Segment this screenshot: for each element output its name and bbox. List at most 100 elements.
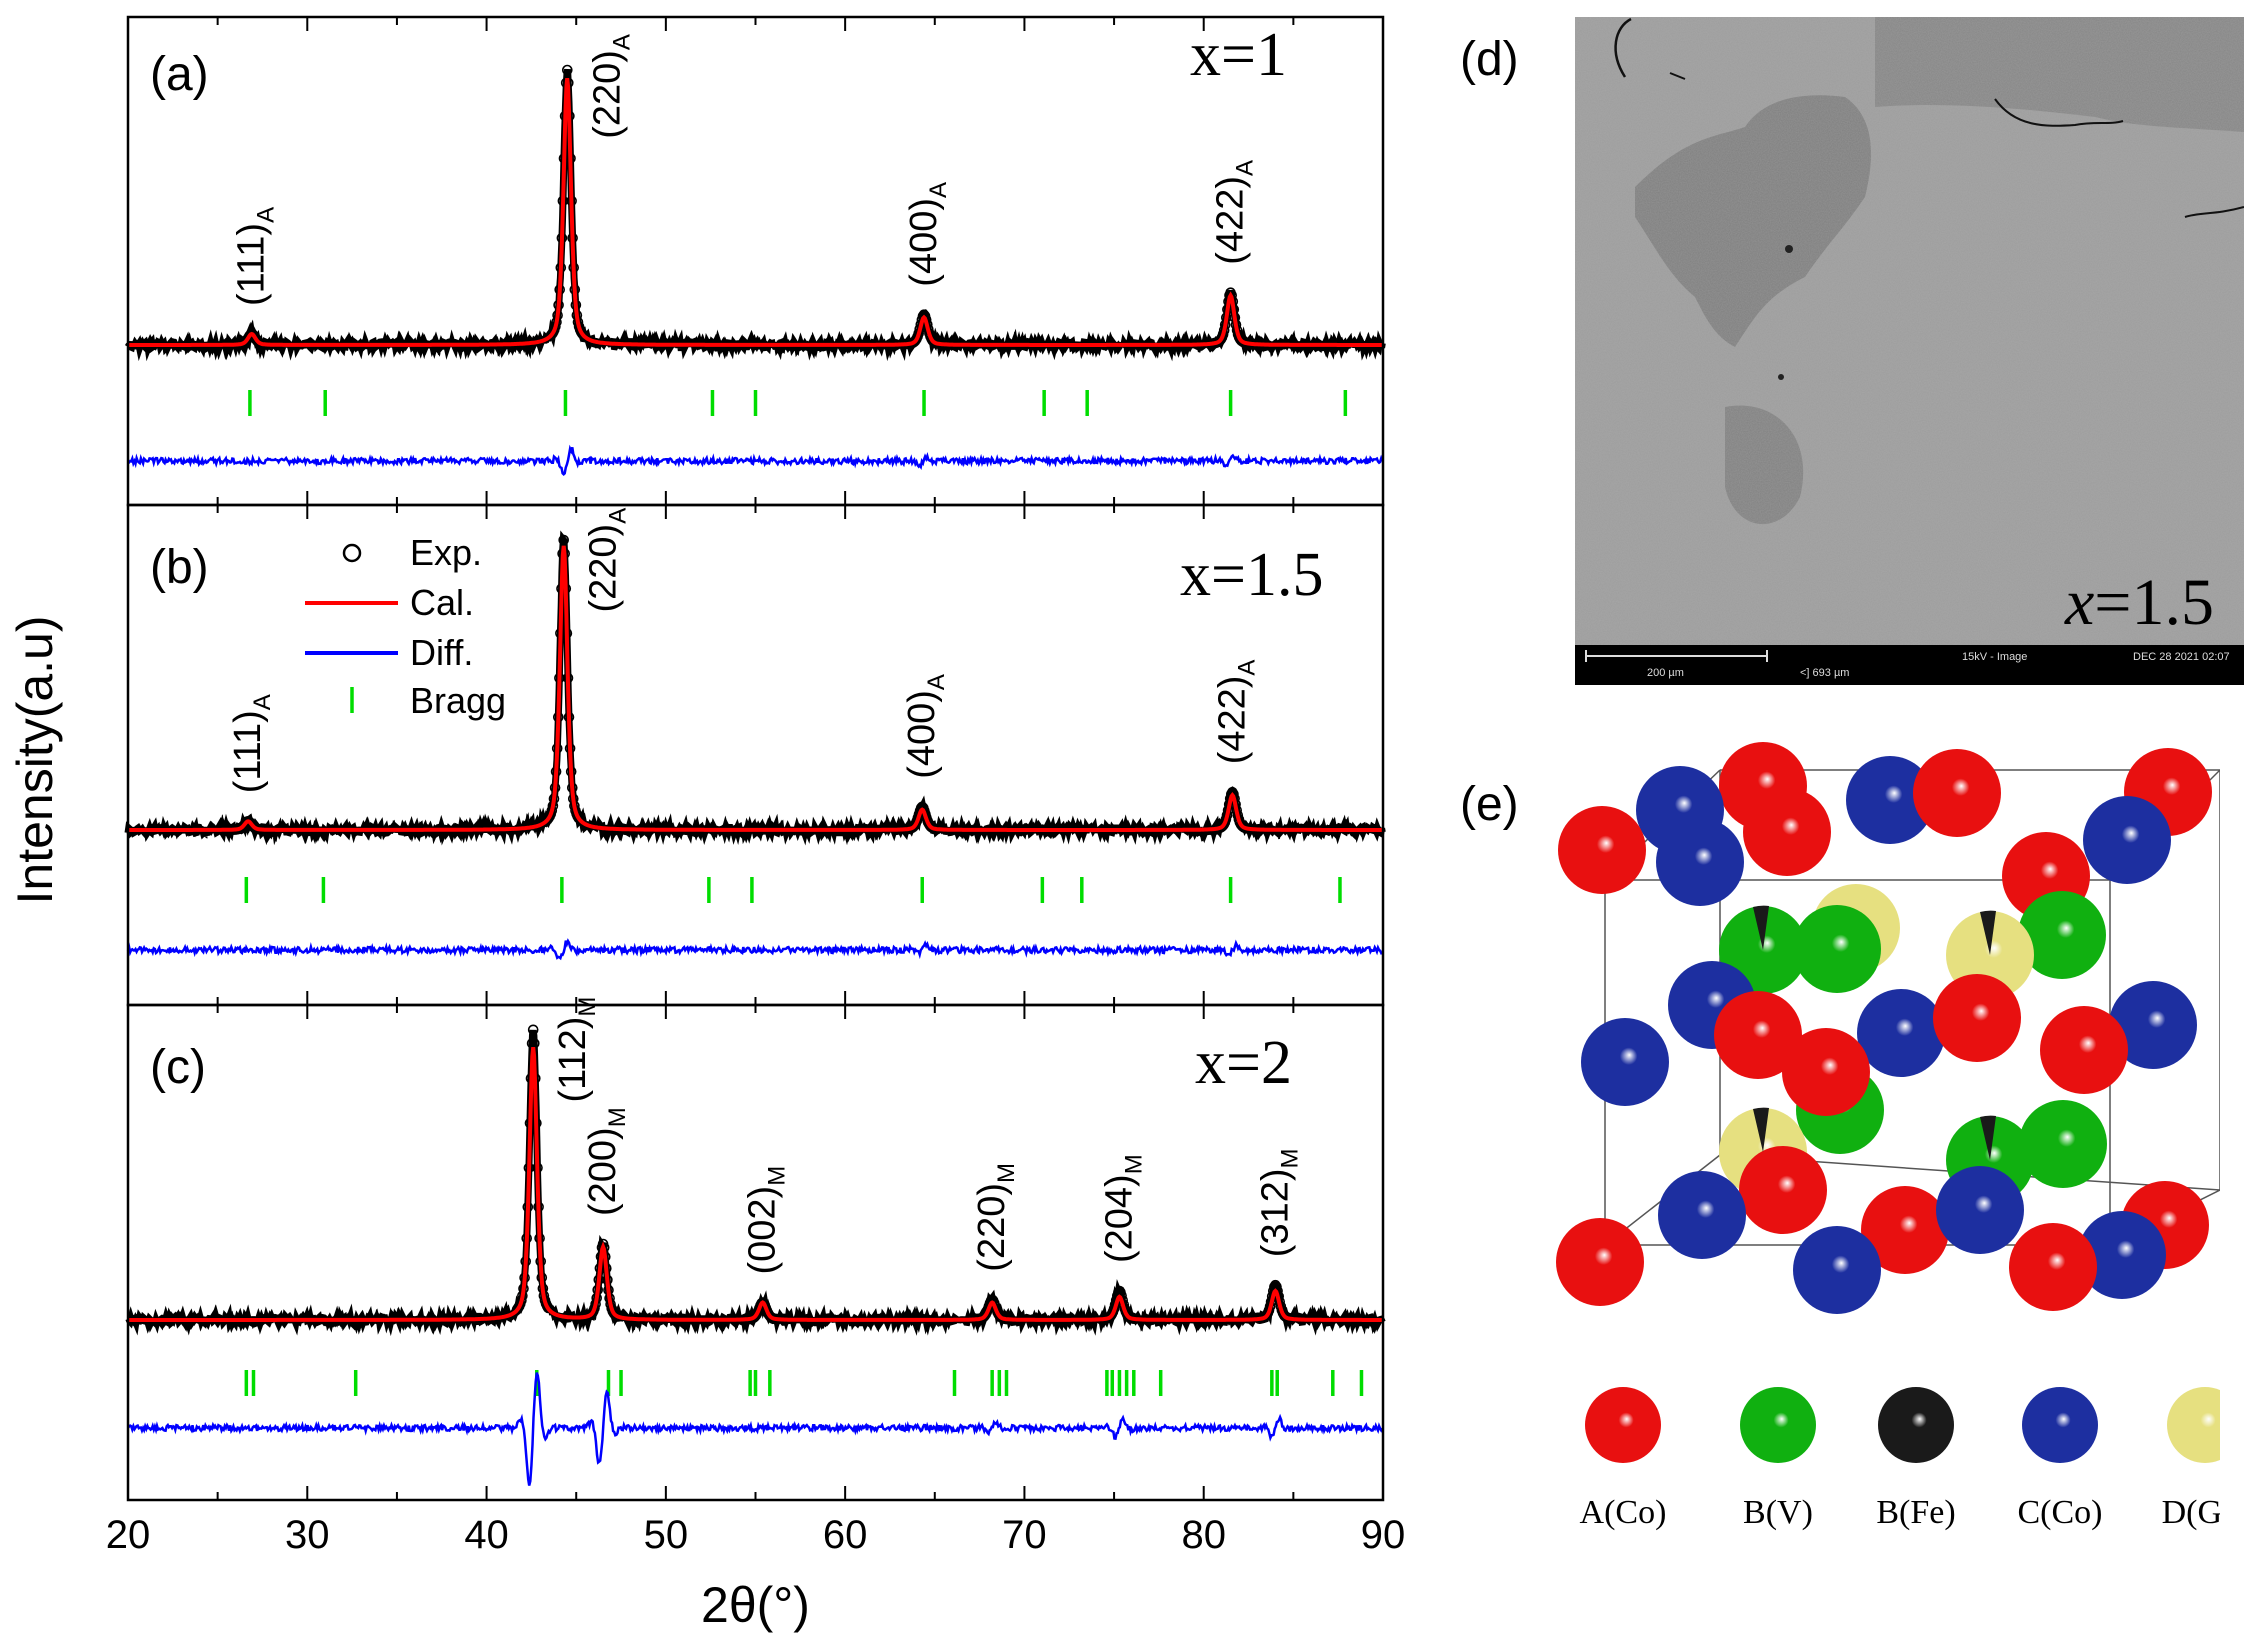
x-tick-label: 40 — [464, 1513, 509, 1557]
legend-atom — [1878, 1387, 1954, 1463]
atom-aco — [2040, 1006, 2128, 1094]
peak-label-subscript: A — [605, 508, 632, 524]
peak-label: (200)M — [582, 1107, 631, 1216]
peak-label-subscript: M — [993, 1163, 1020, 1183]
atom-aco — [1743, 788, 1831, 876]
atom-cco — [1846, 756, 1934, 844]
peak-label-subscript: A — [925, 182, 952, 198]
atom-cco — [2109, 981, 2197, 1069]
panel-label: (c) — [150, 1041, 206, 1094]
sem-scale-text: 200 µm — [1647, 667, 1684, 679]
sem-mode-text: 15kV - Image — [1962, 651, 2028, 663]
exp-point — [527, 1024, 539, 1036]
y-axis-label: Intensity(a.u) — [7, 615, 63, 904]
sem-composition-label: x=1.5 — [2065, 566, 2215, 639]
atom-cco — [1656, 818, 1744, 906]
x-tick-label: 30 — [285, 1513, 330, 1557]
peak-label-subscript: M — [604, 1107, 631, 1127]
peak-label-subscript: M — [1120, 1154, 1147, 1174]
peak-label: (422)A — [1210, 160, 1259, 265]
peak-label: (312)M — [1254, 1148, 1303, 1257]
legend-atom — [2022, 1387, 2098, 1463]
atom-legend-label: B(V) — [1743, 1494, 1813, 1531]
atom-cco — [1658, 1171, 1746, 1259]
atom-aco — [1933, 974, 2021, 1062]
crystal-structure: A(Co) B(V) B(Fe) C(Co) D(Ga) — [1556, 742, 2220, 1531]
legend-item-label: Bragg — [410, 680, 506, 721]
peak-label: (111)A — [231, 207, 280, 306]
peak-label-subscript: A — [608, 34, 635, 50]
atom-legend-label: A(Co) — [1580, 1494, 1667, 1531]
peak-label-subscript: A — [1232, 160, 1259, 176]
legend-item-label: Cal. — [410, 582, 474, 623]
atom-aco — [2009, 1223, 2097, 1311]
sem-scale-tick-right — [1766, 650, 1768, 662]
peak-label: (422)A — [1211, 660, 1260, 765]
cal-line-1 — [128, 545, 1383, 832]
panel-label-e: (e) — [1460, 778, 1519, 831]
fe-wedge — [1980, 910, 1996, 955]
peak-label: (220)A — [583, 508, 632, 613]
diff-line-2 — [127, 1372, 1384, 1486]
legend-atom — [1740, 1387, 1816, 1463]
legend-item-label: Diff. — [410, 632, 473, 673]
exp-band-0 — [124, 68, 1386, 362]
atom-aco — [1558, 806, 1646, 894]
sem-image — [1575, 17, 2244, 645]
x-tick-label: 60 — [823, 1513, 868, 1557]
peak-label-subscript: A — [923, 674, 950, 690]
atom-cco — [1581, 1018, 1669, 1106]
legend-exp-symbol — [342, 543, 362, 563]
panel-label: (b) — [150, 541, 209, 594]
fe-wedge — [1753, 905, 1769, 950]
legend-atom — [2167, 1387, 2220, 1463]
diff-line-0 — [127, 444, 1384, 477]
atom-aco — [1782, 1028, 1870, 1116]
peak-label-subscript: M — [574, 997, 601, 1017]
sem-hfw-text: <] 693 µm — [1800, 667, 1850, 679]
peak-label: (204)M — [1098, 1154, 1147, 1263]
sem-scale-bar — [1585, 655, 1768, 657]
peak-label-subscript: A — [1233, 660, 1260, 676]
composition-label: x=2 — [1195, 1029, 1292, 1097]
exp-point — [561, 64, 573, 76]
sem-date-text: DEC 28 2021 02:07 — [2133, 651, 2230, 663]
atom-bv — [2019, 1100, 2107, 1188]
panel-label-d: (d) — [1460, 33, 1519, 86]
peak-label-subscript: M — [764, 1166, 791, 1186]
composition-label: x=1.5 — [1180, 541, 1323, 609]
atom-cco — [1936, 1166, 2024, 1254]
atom-cco — [2078, 1211, 2166, 1299]
peak-label: (400)A — [901, 674, 950, 779]
x-axis-label: 2θ(°) — [701, 1577, 810, 1633]
peak-label-subscript: A — [249, 694, 276, 710]
fe-wedge — [1980, 1115, 1996, 1160]
atom-legend-label: C(Co) — [2018, 1494, 2103, 1531]
atom-aco — [1739, 1146, 1827, 1234]
cal-line-0 — [128, 77, 1383, 347]
peak-label: (220)M — [971, 1163, 1020, 1272]
atom-bv — [2018, 891, 2106, 979]
diff-line-1 — [126, 938, 1384, 961]
sem-scale-tick-left — [1585, 650, 1587, 662]
exp-point — [542, 1302, 554, 1314]
atom-aco — [1861, 1186, 1949, 1274]
peak-label-subscript: A — [253, 207, 280, 223]
atom-legend-label: D(Ga) — [2162, 1494, 2220, 1531]
atom-cco — [1857, 989, 1945, 1077]
x-tick-label: 20 — [106, 1513, 151, 1557]
panel-label: (a) — [150, 48, 209, 101]
xrd-chart: (a) x=1 (111)A (220)A (400)A (422)A (b) x=1.5 (1… — [7, 15, 1519, 1633]
legend-atom — [1585, 1387, 1661, 1463]
x-tick-label: 50 — [644, 1513, 689, 1557]
atom-aco — [1556, 1218, 1644, 1306]
atom-aco — [1913, 749, 2001, 837]
exp-point — [585, 1308, 597, 1320]
exp-point — [545, 329, 557, 341]
sem-micrograph: x=1.5 200 µm <] 693 µm 15kV - Image DEC … — [1575, 17, 2244, 685]
atom-cco — [2083, 796, 2171, 884]
atom-legend-label: B(Fe) — [1876, 1494, 1955, 1531]
peak-label: (112)M — [552, 997, 601, 1103]
peak-label: (400)A — [903, 182, 952, 287]
